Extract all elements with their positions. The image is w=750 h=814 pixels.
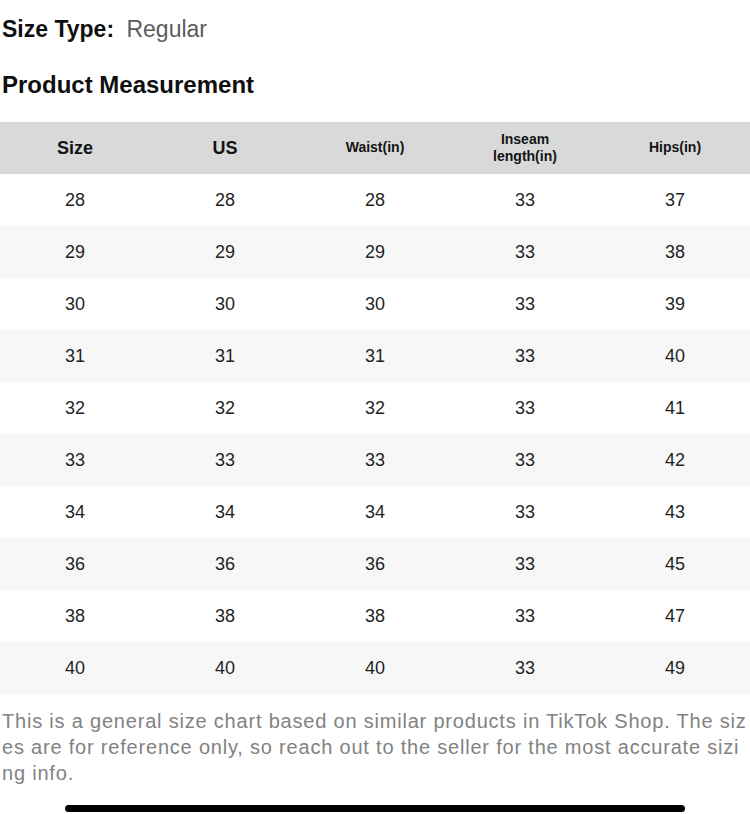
table-cell: 38 <box>0 590 150 642</box>
table-cell: 38 <box>150 590 300 642</box>
table-body: 2828283337292929333830303033393131313340… <box>0 174 750 694</box>
table-cell: 37 <box>600 174 750 226</box>
table-cell: 28 <box>0 174 150 226</box>
size-chart-sheet: Size Type: Regular Product Measurement S… <box>0 0 750 814</box>
table-cell: 33 <box>450 174 600 226</box>
table-cell: 30 <box>0 278 150 330</box>
table-cell: 47 <box>600 590 750 642</box>
table-cell: 28 <box>150 174 300 226</box>
table-cell: 36 <box>0 538 150 590</box>
table-row: 2929293338 <box>0 226 750 278</box>
table-cell: 45 <box>600 538 750 590</box>
table-row: 3434343343 <box>0 486 750 538</box>
table-cell: 31 <box>0 330 150 382</box>
table-cell: 34 <box>0 486 150 538</box>
table-cell: 33 <box>150 434 300 486</box>
table-cell: 31 <box>150 330 300 382</box>
table-row: 2828283337 <box>0 174 750 226</box>
table-cell: 28 <box>300 174 450 226</box>
table-cell: 40 <box>300 642 450 694</box>
table-cell: 29 <box>0 226 150 278</box>
table-cell: 33 <box>450 538 600 590</box>
table-cell: 31 <box>300 330 450 382</box>
table-cell: 40 <box>0 642 150 694</box>
size-type-row: Size Type: Regular <box>0 0 750 43</box>
table-cell: 40 <box>150 642 300 694</box>
table-cell: 33 <box>450 486 600 538</box>
product-measurement-title: Product Measurement <box>2 70 750 100</box>
column-header-waist: Waist(in) <box>300 122 450 174</box>
column-header-size: Size <box>0 122 150 174</box>
table-cell: 41 <box>600 382 750 434</box>
table-header-row: Size US Waist(in) Inseam length(in) Hips… <box>0 122 750 174</box>
disclaimer-text: This is a general size chart based on si… <box>0 708 750 786</box>
table-cell: 29 <box>150 226 300 278</box>
table-cell: 33 <box>450 330 600 382</box>
table-cell: 30 <box>150 278 300 330</box>
table-row: 3030303339 <box>0 278 750 330</box>
home-indicator-handle[interactable] <box>65 805 685 812</box>
table-header: Size US Waist(in) Inseam length(in) Hips… <box>0 122 750 174</box>
table-cell: 42 <box>600 434 750 486</box>
table-row: 3838383347 <box>0 590 750 642</box>
size-type-label: Size Type: <box>2 16 114 42</box>
table-cell: 38 <box>600 226 750 278</box>
table-row: 4040403349 <box>0 642 750 694</box>
table-cell: 40 <box>600 330 750 382</box>
table-cell: 33 <box>450 590 600 642</box>
table-cell: 39 <box>600 278 750 330</box>
table-cell: 33 <box>450 382 600 434</box>
table-cell: 36 <box>300 538 450 590</box>
size-type-value: Regular <box>126 16 207 42</box>
column-header-inseam: Inseam length(in) <box>450 122 600 174</box>
table-cell: 32 <box>0 382 150 434</box>
table-row: 3131313340 <box>0 330 750 382</box>
table-cell: 34 <box>150 486 300 538</box>
table-row: 3232323341 <box>0 382 750 434</box>
table-cell: 33 <box>450 278 600 330</box>
table-cell: 33 <box>300 434 450 486</box>
table-cell: 38 <box>300 590 450 642</box>
table-cell: 34 <box>300 486 450 538</box>
table-cell: 29 <box>300 226 450 278</box>
table-cell: 33 <box>450 434 600 486</box>
table-cell: 33 <box>450 642 600 694</box>
table-row: 3636363345 <box>0 538 750 590</box>
table-cell: 36 <box>150 538 300 590</box>
table-cell: 33 <box>450 226 600 278</box>
column-header-us: US <box>150 122 300 174</box>
table-cell: 32 <box>150 382 300 434</box>
table-cell: 43 <box>600 486 750 538</box>
size-chart-table: Size US Waist(in) Inseam length(in) Hips… <box>0 122 750 694</box>
table-cell: 49 <box>600 642 750 694</box>
table-row: 3333333342 <box>0 434 750 486</box>
table-cell: 30 <box>300 278 450 330</box>
table-cell: 32 <box>300 382 450 434</box>
table-cell: 33 <box>0 434 150 486</box>
column-header-hips: Hips(in) <box>600 122 750 174</box>
